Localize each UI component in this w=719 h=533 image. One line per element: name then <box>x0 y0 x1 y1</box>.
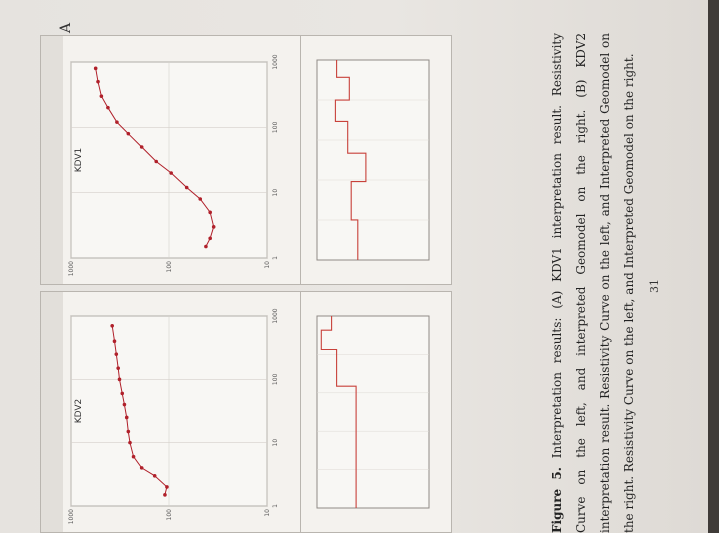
page-number: 31 <box>648 279 661 293</box>
data-point <box>115 120 119 124</box>
figure-a-toolbar <box>41 36 63 284</box>
figure-b-toolbar <box>41 292 63 532</box>
data-point <box>124 415 129 420</box>
x-tick-label: 1000 <box>272 308 279 323</box>
data-point <box>211 225 216 229</box>
x-tick-label: 1 <box>272 504 279 508</box>
figure-a-panel: KDV1 1 10 100 1000 10 100 1000 <box>40 35 302 285</box>
y-tick-label: 10 <box>264 261 271 269</box>
x-tick-label: 100 <box>272 121 279 133</box>
figure-b-model-plot <box>317 316 429 508</box>
data-point <box>93 66 98 71</box>
figure-a-model-panel <box>300 35 452 285</box>
y-tick-label: 100 <box>166 261 173 273</box>
data-point <box>198 197 203 201</box>
data-point <box>120 391 125 396</box>
data-point <box>208 210 212 215</box>
data-point <box>139 466 144 470</box>
data-point <box>152 473 157 478</box>
data-point <box>208 236 212 241</box>
figure-a-model-svg <box>316 59 430 261</box>
figure-b-model-panel <box>300 291 452 533</box>
figure-b-model-frame <box>316 315 430 509</box>
data-point <box>131 454 136 459</box>
data-point <box>169 171 173 175</box>
data-point <box>99 94 104 98</box>
caption-label: Figure 5. <box>550 467 564 533</box>
data-point <box>128 440 132 445</box>
y-tick-label: 1000 <box>68 261 75 276</box>
x-tick-label: 10 <box>272 189 279 197</box>
data-point <box>112 339 117 344</box>
y-tick-label: 100 <box>166 509 173 521</box>
data-point <box>126 131 131 136</box>
data-point <box>106 105 110 110</box>
figure-a-model-frame <box>316 59 430 261</box>
figure-b-title: KDV2 <box>74 399 84 424</box>
data-point <box>163 493 167 497</box>
figure-b-model-svg <box>316 315 430 509</box>
data-point <box>110 324 114 328</box>
figure-b-panel: KDV2 1 10 100 1000 10 100 1000 <box>40 291 302 533</box>
caption-text: Interpretation results: (A) KDV1 interpr… <box>550 32 636 533</box>
figure-label-a: A <box>58 22 74 33</box>
data-point <box>114 352 119 356</box>
geomodel-step-line <box>320 316 357 508</box>
x-tick-label: 100 <box>272 373 279 385</box>
data-point <box>204 244 208 249</box>
data-point <box>139 145 144 149</box>
figure-a-model-plot <box>317 60 429 260</box>
y-tick-label: 1000 <box>68 509 75 524</box>
data-point <box>96 79 100 84</box>
y-tick-label: 10 <box>264 509 271 517</box>
data-point <box>116 366 120 370</box>
data-point <box>126 429 131 434</box>
data-point <box>122 402 127 407</box>
data-point <box>117 377 122 382</box>
data-point <box>184 185 189 190</box>
figure-caption: Figure 5. Interpretation results: (A) KD… <box>545 33 641 533</box>
data-point <box>154 159 159 164</box>
figure-a-title: KDV1 <box>74 148 84 173</box>
x-tick-label: 1000 <box>272 54 279 69</box>
data-point <box>165 485 169 489</box>
x-tick-label: 10 <box>272 439 279 447</box>
geomodel-step-line <box>334 60 367 260</box>
x-tick-label: 1 <box>272 256 279 260</box>
